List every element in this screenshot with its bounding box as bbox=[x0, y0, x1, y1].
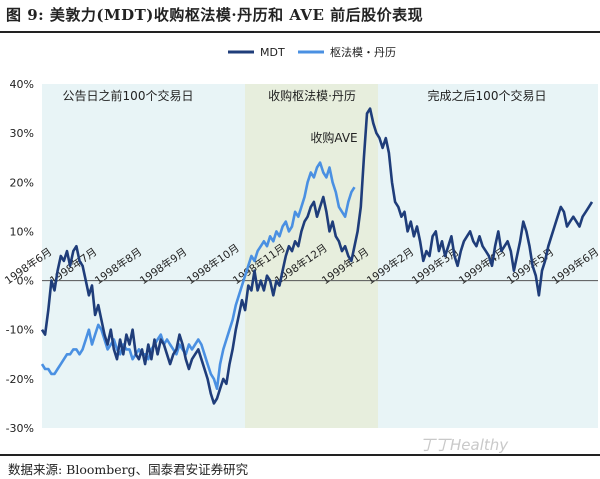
y-tick-label: 0% bbox=[17, 275, 34, 288]
y-tick-label: 10% bbox=[10, 225, 34, 238]
period-label: 公告日之前100个交易日 bbox=[63, 88, 194, 103]
chart-title: 图 9: 美敦力(MDT)收购枢法模·丹历和 AVE 前后股价表现 bbox=[6, 6, 424, 24]
legend-label: MDT bbox=[260, 46, 285, 59]
y-tick-label: -20% bbox=[6, 373, 34, 386]
chart: -30%-20%-10%0%10%20%30%40%1998年6月1998年7月… bbox=[2, 45, 600, 435]
period-label: 收购枢法模·丹历 bbox=[268, 88, 356, 103]
annotation-label: 收购AVE bbox=[310, 130, 357, 145]
y-tick-label: 40% bbox=[10, 78, 34, 91]
y-tick-label: 20% bbox=[10, 176, 34, 189]
y-tick-label: -30% bbox=[6, 422, 34, 435]
series-line bbox=[40, 107, 594, 405]
source-note: 数据来源: Bloomberg、国泰君安证券研究 bbox=[8, 462, 249, 477]
y-tick-label: 30% bbox=[10, 127, 34, 140]
legend-label: 枢法模・丹历 bbox=[330, 45, 396, 59]
title-rule bbox=[0, 31, 600, 33]
y-tick-label: -10% bbox=[6, 324, 34, 337]
bottom-rule bbox=[0, 454, 600, 456]
period-label: 完成之后100个交易日 bbox=[428, 88, 547, 103]
period-band bbox=[245, 84, 378, 428]
watermark-text: 丁丁Healthy bbox=[420, 436, 509, 454]
period-band bbox=[42, 84, 245, 428]
series-line bbox=[40, 161, 356, 391]
